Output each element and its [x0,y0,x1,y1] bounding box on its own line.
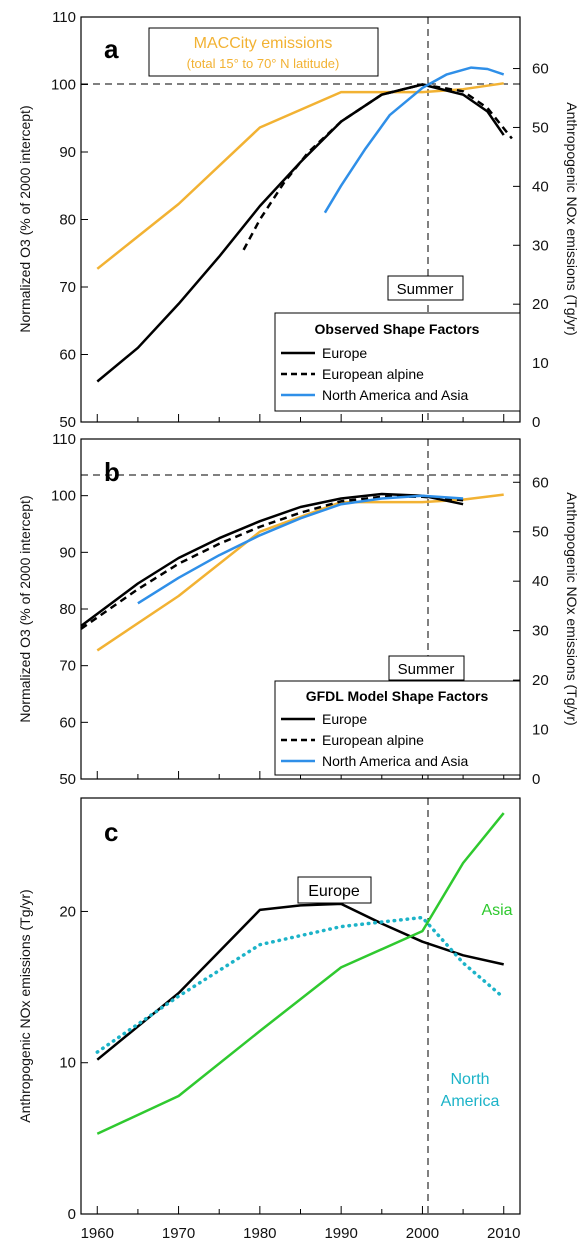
maccity-label: MACCity emissions [194,35,333,52]
europe-label-c: Europe [308,883,360,900]
ytick-label-b-60: 60 [59,714,76,731]
legend-entry-alpine-a: European alpine [322,366,424,382]
legend-box-a [274,312,521,412]
na-label-america-c: America [441,1093,500,1110]
legend-entry-na-asia-a: North America and Asia [322,387,469,403]
legend-entry-europe-b: Europe [322,711,367,727]
xtick-label-2010: 2010 [487,1225,520,1242]
series-europe-b [80,492,464,628]
series-europe-c [96,902,504,1061]
series-asia-c [96,812,505,1135]
ylabel-a: Normalized O3 (% of 2000 intercept) [17,105,33,332]
y2tick-label-b-40: 40 [532,573,549,590]
y2tick-label-a-40: 40 [532,178,549,195]
series-north-america-and-asia-b [137,494,464,605]
ytick-label-b-80: 80 [59,601,76,618]
ytick-label-c-10: 10 [59,1055,76,1072]
ytick-label-a-50: 50 [59,414,76,431]
asia-label-c: Asia [481,902,512,919]
legend-b: GFDL Model Shape Factors Europe European… [274,680,521,776]
y2-axis-a: 0 10 20 30 40 50 60 [513,61,549,431]
legend-entry-na-asia-b: North America and Asia [322,753,469,769]
y2tick-label-b-10: 10 [532,722,549,739]
xtick-label-1980: 1980 [243,1225,276,1242]
panel-label-b: b [104,457,120,487]
ytick-label-c-0: 0 [68,1206,76,1223]
y-axis-c: 0 10 20 [59,903,88,1223]
plot-area-a [96,66,513,383]
legend-entry-alpine-b: European alpine [322,732,424,748]
xtick-label-2000: 2000 [406,1225,439,1242]
ylabel-c: Anthropogenic NOx emissions (Tg/yr) [17,889,33,1122]
summer-box-b [388,655,465,681]
summer-label-b: Summer [398,661,455,678]
ytick-label-b-70: 70 [59,658,76,675]
y2tick-label-b-20: 20 [532,672,549,689]
legend-title-b: GFDL Model Shape Factors [306,688,489,704]
asia-label-box-c [475,895,518,923]
x-axis-a [96,414,505,422]
y2label-b: Anthropogenic NOx emissions (Tg/yr) [564,492,580,725]
ytick-label-b-100: 100 [51,488,76,505]
series-north-america-and-asia-a [323,66,505,214]
summer-label-a: Summer [397,281,454,298]
y-axis-a: 50 60 70 80 90 100 110 [51,9,88,431]
panel-label-a: a [104,34,119,64]
xtick-label-1960: 1960 [81,1225,114,1242]
y2tick-label-a-0: 0 [532,414,540,431]
panel-label-c: c [104,817,118,847]
y2tick-label-a-50: 50 [532,119,549,136]
y2-axis-b: 0 10 20 30 40 50 60 [513,474,549,788]
ylabel-b: Normalized O3 (% of 2000 intercept) [17,495,33,722]
ytick-label-a-90: 90 [59,144,76,161]
ytick-label-a-110: 110 [52,9,76,26]
ytick-label-a-70: 70 [59,279,76,296]
y2tick-label-b-30: 30 [532,623,549,640]
ytick-label-a-100: 100 [51,77,76,94]
xtick-label-1990: 1990 [324,1225,357,1242]
ytick-label-b-90: 90 [59,544,76,561]
legend-title-a: Observed Shape Factors [315,321,480,337]
series-european-alpine-a [242,83,513,251]
ytick-label-a-80: 80 [59,212,76,229]
y2tick-label-a-30: 30 [532,237,549,254]
y2tick-label-a-10: 10 [532,355,549,372]
europe-label-box-c [297,876,372,904]
na-label-north-c: North [450,1071,489,1088]
series-north-america-c [95,915,506,1054]
xtick-label-1970: 1970 [162,1225,195,1242]
na-label-box-c [432,1066,509,1115]
y2tick-label-a-60: 60 [532,61,549,78]
x-axis-c: 1960 1970 1980 1990 2000 2010 [81,1206,520,1242]
y2tick-label-b-0: 0 [532,771,540,788]
y2label-a: Anthropogenic NOx emissions (Tg/yr) [564,102,580,335]
maccity-box [148,27,379,77]
frame-c [80,797,521,1215]
y2tick-label-b-50: 50 [532,524,549,541]
ytick-label-b-110: 110 [52,431,76,448]
ytick-label-c-20: 20 [59,903,76,920]
y2tick-label-a-20: 20 [532,296,549,313]
legend-box-b [274,680,521,776]
legend-a: Observed Shape Factors Europe European a… [274,312,521,412]
summer-box-a [387,275,464,301]
maccity-sublabel: (total 15° to 70° N latitude) [187,56,340,71]
legend-entry-europe-a: Europe [322,345,367,361]
plot-area-b [80,492,504,652]
ytick-label-a-60: 60 [59,347,76,364]
panel-a: 50 60 70 80 90 100 110 0 10 20 30 40 50 60 a MACCity… [17,9,580,431]
series-maccity-a [96,82,504,270]
ytick-label-b-50: 50 [59,771,76,788]
y2tick-label-b-60: 60 [532,474,549,491]
y-axis-b: 50 60 70 80 90 100 110 [51,431,88,788]
plot-area-c [95,812,506,1135]
